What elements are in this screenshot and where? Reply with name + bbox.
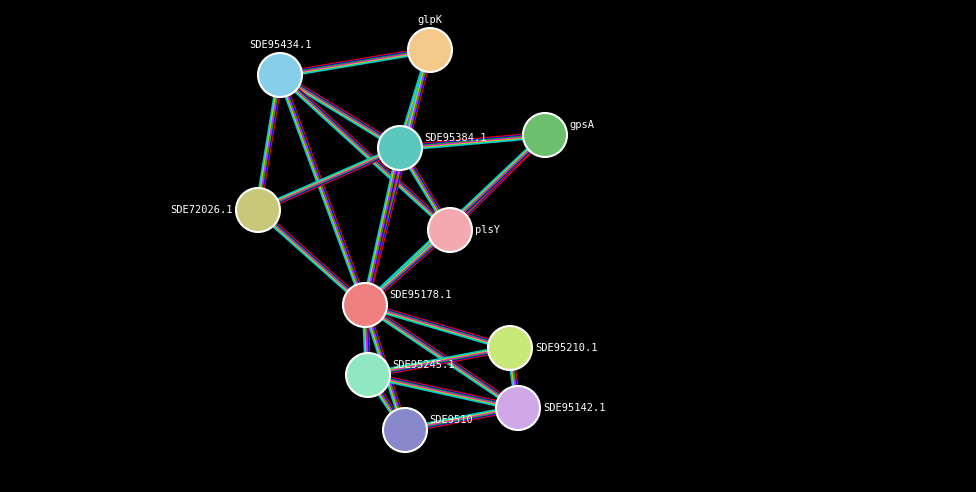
Circle shape (523, 113, 567, 157)
Text: SDE95384.1: SDE95384.1 (424, 133, 486, 143)
Circle shape (488, 326, 532, 370)
Text: SDE95142.1: SDE95142.1 (543, 403, 605, 413)
Circle shape (343, 283, 387, 327)
Circle shape (428, 208, 472, 252)
Text: plsY: plsY (475, 225, 500, 235)
Text: SDE95210.1: SDE95210.1 (535, 343, 597, 353)
Text: SDE95245.1: SDE95245.1 (392, 360, 455, 370)
Text: glpK: glpK (418, 15, 442, 25)
Circle shape (346, 353, 390, 397)
Text: SDE95434.1: SDE95434.1 (249, 40, 311, 50)
Circle shape (496, 386, 540, 430)
Circle shape (258, 53, 302, 97)
Text: SDE95178.1: SDE95178.1 (389, 290, 452, 300)
Text: SDE9510: SDE9510 (429, 415, 472, 425)
Circle shape (408, 28, 452, 72)
Text: gpsA: gpsA (569, 120, 594, 130)
Circle shape (236, 188, 280, 232)
Circle shape (383, 408, 427, 452)
Circle shape (378, 126, 422, 170)
Text: SDE72026.1: SDE72026.1 (171, 205, 233, 215)
